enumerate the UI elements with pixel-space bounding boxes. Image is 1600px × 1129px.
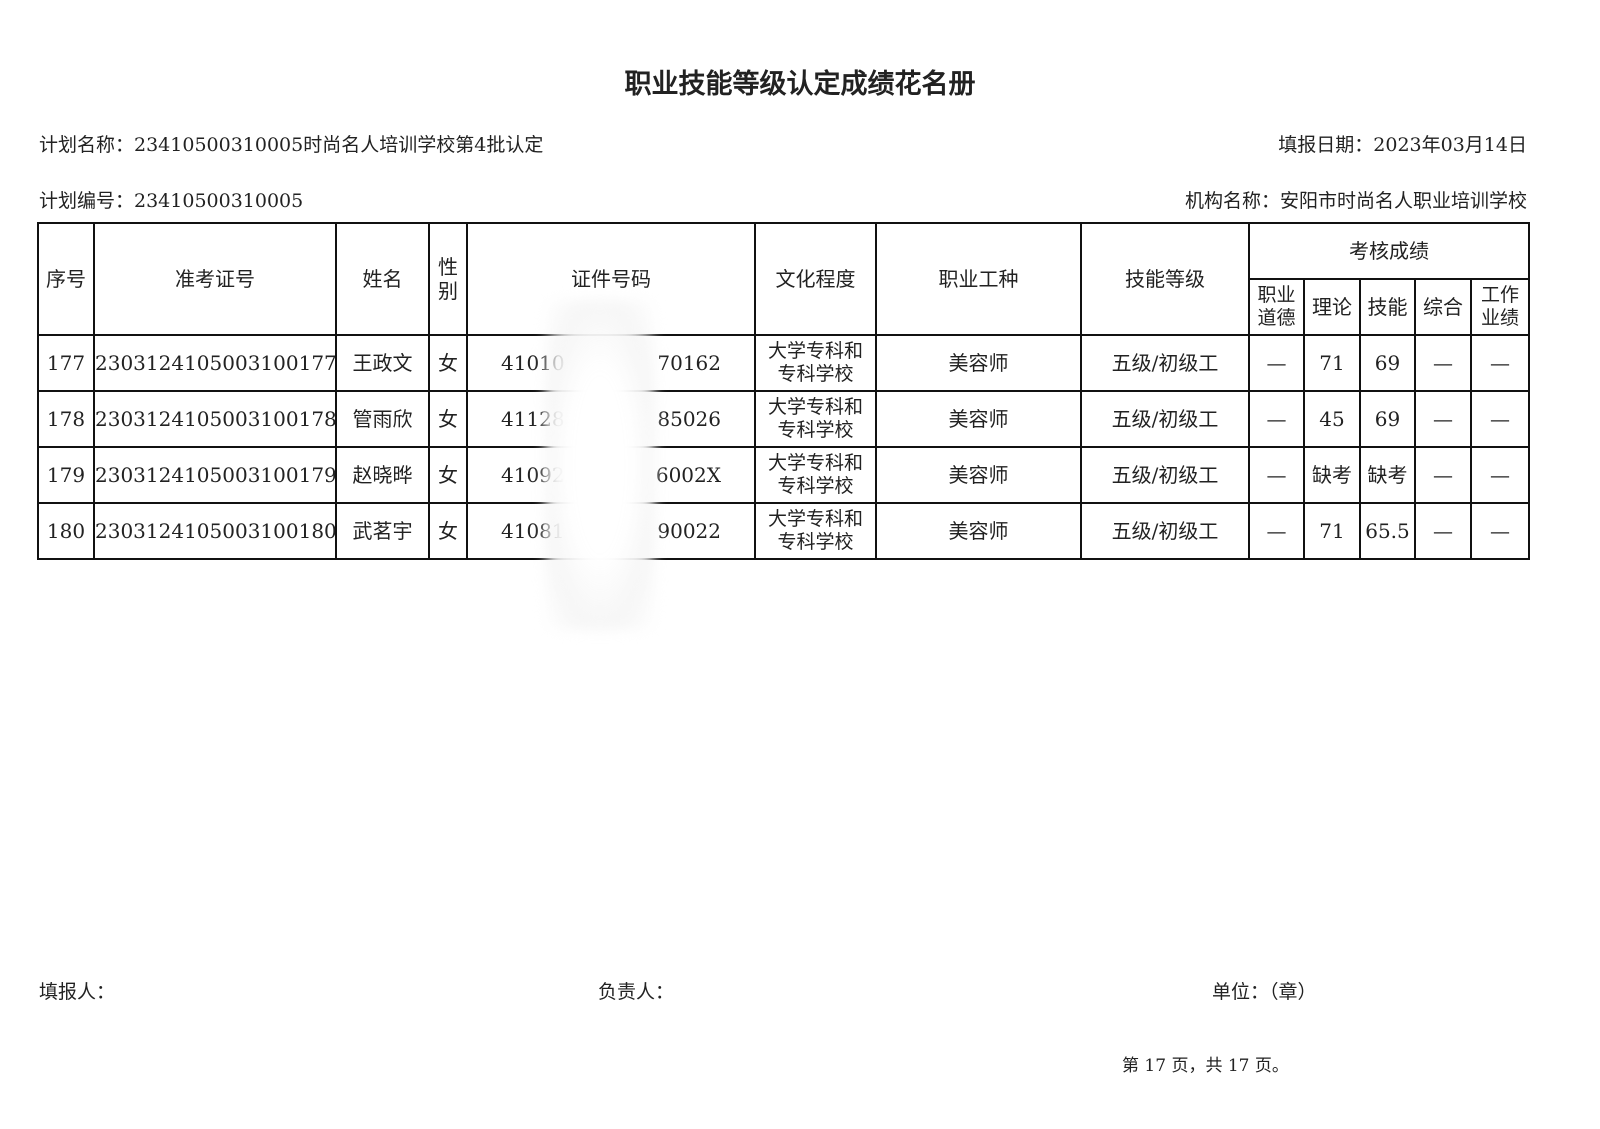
- cell-education: 大学专科和 专科学校: [754, 334, 877, 392]
- cell-ticket: 2303124105003100180: [93, 502, 337, 560]
- cell-skill: 65.5: [1359, 502, 1416, 560]
- page-title: 职业技能等级认定成绩花名册: [624, 69, 976, 100]
- header-occupation: 职业工种: [875, 222, 1082, 336]
- cell-overall: —: [1414, 390, 1472, 448]
- cell-seq: 177: [37, 334, 95, 392]
- manager-label: 负责人：: [598, 981, 675, 1003]
- cell-ethics: —: [1248, 446, 1305, 504]
- filler-label: 填报人：: [39, 981, 116, 1003]
- header-skill: 技能: [1359, 278, 1416, 336]
- cell-seq: 180: [37, 502, 95, 560]
- cell-gender: 女: [428, 446, 468, 504]
- cell-overall: —: [1414, 502, 1472, 560]
- cell-ethics: —: [1248, 390, 1305, 448]
- header-level: 技能等级: [1080, 222, 1250, 336]
- redaction-blur: [545, 300, 655, 630]
- cell-name: 赵晓晔: [335, 446, 430, 504]
- plan-number: 计划编号：23410500310005: [39, 190, 304, 212]
- cell-seq: 179: [37, 446, 95, 504]
- cell-level: 五级/初级工: [1080, 334, 1250, 392]
- page-number: 第 17 页，共 17 页。: [1122, 1056, 1289, 1076]
- cell-ticket: 2303124105003100177: [93, 334, 337, 392]
- table-row: 177 2303124105003100177 王政文女 41010 70162 大学专科…: [37, 334, 1531, 392]
- cell-theory: 缺考: [1303, 446, 1361, 504]
- fill-date: 填报日期：2023年03月14日: [1278, 134, 1527, 156]
- plan-name: 计划名称：23410500310005时尚名人培训学校第4批认定: [39, 134, 544, 156]
- cell-name: 武茗宇: [335, 502, 430, 560]
- header-gender: 性别: [428, 222, 468, 336]
- cell-theory: 71: [1303, 502, 1361, 560]
- cell-level: 五级/初级工: [1080, 446, 1250, 504]
- cell-education: 大学专科和 专科学校: [754, 502, 877, 560]
- cell-overall: —: [1414, 334, 1472, 392]
- cell-education: 大学专科和 专科学校: [754, 446, 877, 504]
- cell-seq: 178: [37, 390, 95, 448]
- cell-occupation: 美容师: [875, 446, 1082, 504]
- cell-name: 王政文: [335, 334, 430, 392]
- cell-gender: 女: [428, 502, 468, 560]
- header-scores: 考核成绩: [1247, 222, 1531, 280]
- header-work: 工作 业绩: [1469, 278, 1531, 336]
- header-theory: 理论: [1303, 278, 1361, 336]
- unit-seal-label: 单位：（章）: [1212, 981, 1317, 1003]
- cell-theory: 71: [1303, 334, 1361, 392]
- cell-level: 五级/初级工: [1080, 390, 1250, 448]
- header-ethics: 职业 道德: [1248, 278, 1305, 336]
- cell-theory: 45: [1303, 390, 1361, 448]
- cell-skill: 缺考: [1359, 446, 1416, 504]
- header-ticket: 准考证号: [93, 222, 337, 336]
- cell-work: —: [1469, 334, 1531, 392]
- score-table: 序号 准考证号 姓名 性别 证件号码 文化程度 职业工种 技能等级 考核成绩 职…: [37, 222, 1531, 560]
- cell-gender: 女: [428, 334, 468, 392]
- header-education: 文化程度: [754, 222, 877, 336]
- cell-work: —: [1469, 502, 1531, 560]
- cell-level: 五级/初级工: [1080, 502, 1250, 560]
- cell-work: —: [1469, 446, 1531, 504]
- cell-skill: 69: [1359, 334, 1416, 392]
- cell-work: —: [1469, 390, 1531, 448]
- cell-ticket: 2303124105003100179: [93, 446, 337, 504]
- cell-name: 管雨欣: [335, 390, 430, 448]
- cell-skill: 69: [1359, 390, 1416, 448]
- cell-ticket: 2303124105003100178: [93, 390, 337, 448]
- header-seq: 序号: [37, 222, 95, 336]
- cell-occupation: 美容师: [875, 502, 1082, 560]
- table-row: 179 2303124105003100179 赵晓晔女 41092 6002X 大学专科…: [37, 446, 1531, 504]
- cell-overall: —: [1414, 446, 1472, 504]
- cell-ethics: —: [1248, 502, 1305, 560]
- org-name: 机构名称：安阳市时尚名人职业培训学校: [1184, 190, 1527, 212]
- table-row: 178 2303124105003100178 管雨欣女 41128 85026 大学专科…: [37, 390, 1531, 448]
- cell-occupation: 美容师: [875, 334, 1082, 392]
- table-row: 180 2303124105003100180 武茗宇女 41081 90022 大学专科…: [37, 502, 1531, 560]
- cell-gender: 女: [428, 390, 468, 448]
- cell-occupation: 美容师: [875, 390, 1082, 448]
- header-overall: 综合: [1414, 278, 1472, 336]
- header-name: 姓名: [335, 222, 430, 336]
- cell-ethics: —: [1248, 334, 1305, 392]
- cell-education: 大学专科和 专科学校: [754, 390, 877, 448]
